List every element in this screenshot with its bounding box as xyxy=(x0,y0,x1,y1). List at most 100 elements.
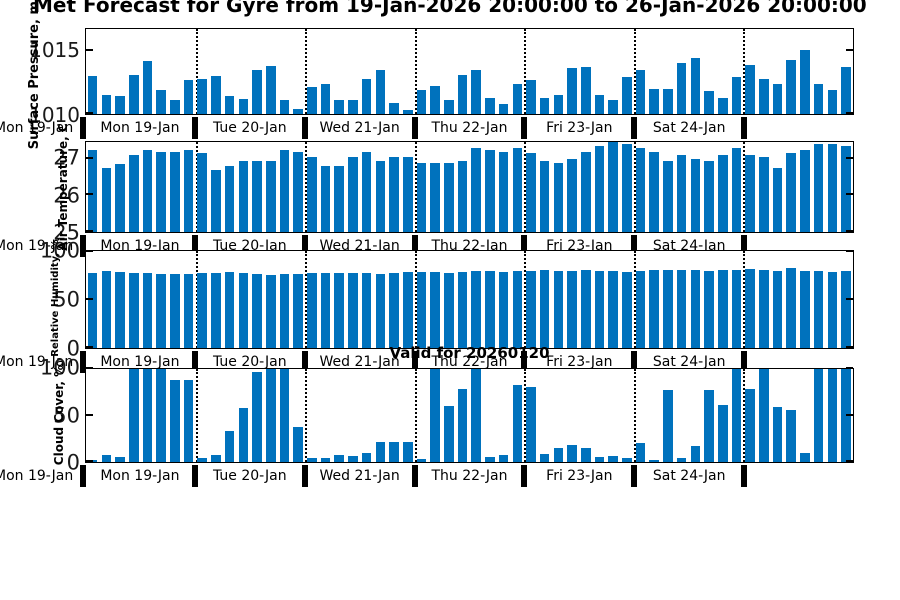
day-boundary-line xyxy=(305,369,308,462)
day-boundary-line xyxy=(524,369,527,462)
plot-area xyxy=(85,141,854,233)
bar xyxy=(649,460,660,462)
bar xyxy=(498,454,509,462)
plot-area xyxy=(85,367,854,463)
bar xyxy=(759,78,769,114)
bar xyxy=(635,69,646,114)
bar xyxy=(717,405,728,462)
bar xyxy=(348,455,358,462)
bar xyxy=(361,452,372,462)
bar xyxy=(211,273,221,348)
bar xyxy=(252,69,262,114)
bar xyxy=(827,89,838,114)
y-tick-label: 1010 xyxy=(29,103,80,127)
day-label: Wed 21-Jan xyxy=(319,120,400,136)
bar xyxy=(690,158,701,232)
bar xyxy=(594,457,605,462)
bar xyxy=(197,273,208,348)
bar xyxy=(129,155,139,232)
bar xyxy=(389,157,399,232)
day-divider xyxy=(631,465,638,487)
bar xyxy=(608,271,618,348)
bar xyxy=(813,83,824,114)
bar xyxy=(416,89,427,114)
bar xyxy=(457,389,468,462)
bar xyxy=(87,76,98,114)
bar xyxy=(635,443,646,462)
bar xyxy=(498,151,509,232)
bar xyxy=(676,155,687,232)
bar xyxy=(293,151,303,232)
bar xyxy=(745,269,755,348)
bar xyxy=(156,274,166,348)
bar xyxy=(170,380,180,462)
bar xyxy=(841,369,851,462)
bar xyxy=(485,149,495,232)
bar xyxy=(786,59,796,114)
day-label: Sat 24-Jan xyxy=(652,468,726,484)
bar xyxy=(444,100,454,114)
bar xyxy=(129,369,139,462)
day-boundary-line xyxy=(195,29,198,114)
bar xyxy=(676,270,687,348)
bar xyxy=(622,272,632,348)
y-tick-mark xyxy=(86,460,93,462)
day-boundary-line xyxy=(524,251,527,348)
bar xyxy=(361,151,372,232)
bar xyxy=(156,369,166,462)
bar xyxy=(334,166,345,232)
bar xyxy=(224,431,235,462)
bar xyxy=(348,273,358,348)
bar xyxy=(800,49,810,114)
bar xyxy=(663,160,673,232)
bar xyxy=(717,97,728,114)
bar xyxy=(512,83,523,114)
day-divider xyxy=(191,465,198,487)
bar xyxy=(389,442,399,462)
bar xyxy=(800,271,810,348)
bar xyxy=(361,78,372,114)
bar xyxy=(430,162,440,232)
day-divider xyxy=(191,117,198,139)
day-boundary-line xyxy=(524,142,527,232)
plot-area xyxy=(85,249,854,349)
bar xyxy=(594,95,605,114)
bar xyxy=(348,100,358,114)
bar xyxy=(580,151,591,232)
bar xyxy=(334,454,345,462)
bar xyxy=(320,166,331,232)
day-divider xyxy=(80,117,86,139)
bar xyxy=(663,390,673,462)
day-boundary-line xyxy=(195,251,198,348)
bar xyxy=(183,274,194,348)
bar xyxy=(745,64,755,114)
bar xyxy=(567,445,577,462)
bar xyxy=(608,142,618,232)
day-label: Tue 20-Jan xyxy=(212,354,287,370)
y-tick-label: 50 xyxy=(53,403,80,427)
day-label: Fri 23-Jan xyxy=(546,120,613,136)
y-tick-label: 26 xyxy=(53,183,80,208)
bar xyxy=(375,442,386,462)
bar xyxy=(307,273,317,348)
y-tick-label: 0 xyxy=(66,450,80,475)
bar xyxy=(430,369,440,462)
bar xyxy=(539,160,550,232)
bar xyxy=(307,87,317,114)
bar xyxy=(389,273,399,348)
bar xyxy=(676,458,687,462)
day-label: Wed 21-Jan xyxy=(319,468,400,484)
day-label: Fri 23-Jan xyxy=(546,468,613,484)
bar xyxy=(553,271,564,348)
bar xyxy=(690,270,701,348)
bar xyxy=(813,369,824,462)
bar xyxy=(731,369,742,462)
bar xyxy=(594,271,605,348)
bar xyxy=(430,86,440,114)
bar xyxy=(279,369,290,462)
bar xyxy=(704,390,714,462)
day-label: Mon 19-Jan xyxy=(100,468,180,484)
bar xyxy=(101,454,112,462)
bar xyxy=(498,103,509,114)
